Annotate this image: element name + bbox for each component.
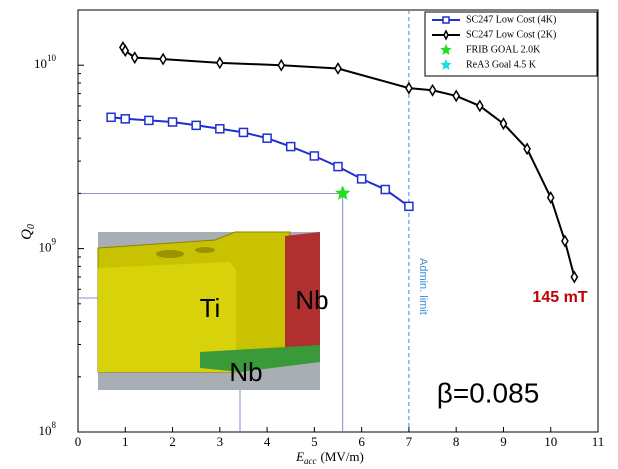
x-tick-label: 3 bbox=[217, 434, 224, 449]
inset-image: Ti Nb Nb bbox=[98, 232, 329, 390]
x-tick-label: 10 bbox=[544, 434, 557, 449]
y-tick-base: 10 bbox=[34, 56, 47, 71]
y-axis-label: Q0 bbox=[19, 224, 37, 240]
y-tick-base: 10 bbox=[39, 240, 52, 255]
y-tick-exponent: 8 bbox=[52, 420, 57, 430]
point bbox=[192, 121, 200, 129]
point bbox=[381, 186, 389, 194]
legend-label: ReA3 Goal 4.5 K bbox=[466, 59, 537, 70]
limit-label: Admin. limit bbox=[417, 258, 429, 315]
legend-marker bbox=[444, 31, 448, 39]
x-tick-label: 5 bbox=[311, 434, 318, 449]
x-label-sub: acc bbox=[304, 456, 317, 466]
inset-hole bbox=[195, 247, 215, 253]
field-annotation: 145 mT bbox=[532, 289, 587, 306]
x-tick-label: 11 bbox=[592, 434, 605, 449]
x-tick-label: 2 bbox=[169, 434, 176, 449]
point bbox=[287, 143, 295, 151]
x-tick-label: 0 bbox=[75, 434, 82, 449]
inset-label: Nb bbox=[229, 357, 262, 387]
x-tick-label: 8 bbox=[453, 434, 460, 449]
y-tick-label: 108 bbox=[39, 420, 57, 438]
y-tick-exponent: 10 bbox=[47, 53, 57, 63]
y-label: Q bbox=[19, 229, 35, 240]
x-tick-label: 9 bbox=[500, 434, 507, 449]
point bbox=[263, 134, 271, 142]
point bbox=[405, 202, 413, 210]
point bbox=[169, 118, 177, 126]
beta-annotation: β=0.085 bbox=[437, 377, 540, 408]
y-tick-exponent: 9 bbox=[52, 237, 57, 247]
y-tick-label: 1010 bbox=[34, 53, 57, 71]
point bbox=[107, 113, 115, 121]
legend-label: FRIB GOAL 2.0K bbox=[466, 44, 541, 55]
point bbox=[145, 116, 153, 124]
legend-label: SC247 Low Cost (2K) bbox=[466, 29, 556, 40]
x-label: E bbox=[295, 449, 304, 464]
point bbox=[358, 175, 366, 183]
point bbox=[239, 128, 247, 136]
x-label-unit: (MV/m) bbox=[321, 449, 364, 464]
chart: Ti Nb Nb 145 mT β=0.085 SC247 Low Cost (… bbox=[0, 0, 618, 469]
x-tick-label: 1 bbox=[122, 434, 129, 449]
legend-label: SC247 Low Cost (4K) bbox=[466, 14, 556, 25]
inset-hole bbox=[156, 250, 184, 258]
point bbox=[334, 163, 342, 171]
inset-label: Ti bbox=[200, 293, 221, 323]
legend: SC247 Low Cost (4K) SC247 Low Cost (2K) FR… bbox=[425, 12, 597, 76]
point bbox=[121, 115, 129, 123]
x-axis-label: Eacc (MV/m) bbox=[295, 449, 364, 466]
point bbox=[310, 152, 318, 160]
x-tick-label: 6 bbox=[358, 434, 365, 449]
y-tick-base: 10 bbox=[39, 423, 52, 438]
point bbox=[216, 125, 224, 133]
inset-label: Nb bbox=[295, 285, 328, 315]
x-tick-label: 7 bbox=[406, 434, 413, 449]
legend-marker bbox=[443, 17, 449, 23]
y-tick-label: 109 bbox=[39, 237, 57, 255]
x-tick-label: 4 bbox=[264, 434, 271, 449]
y-label-sub: 0 bbox=[26, 224, 37, 229]
